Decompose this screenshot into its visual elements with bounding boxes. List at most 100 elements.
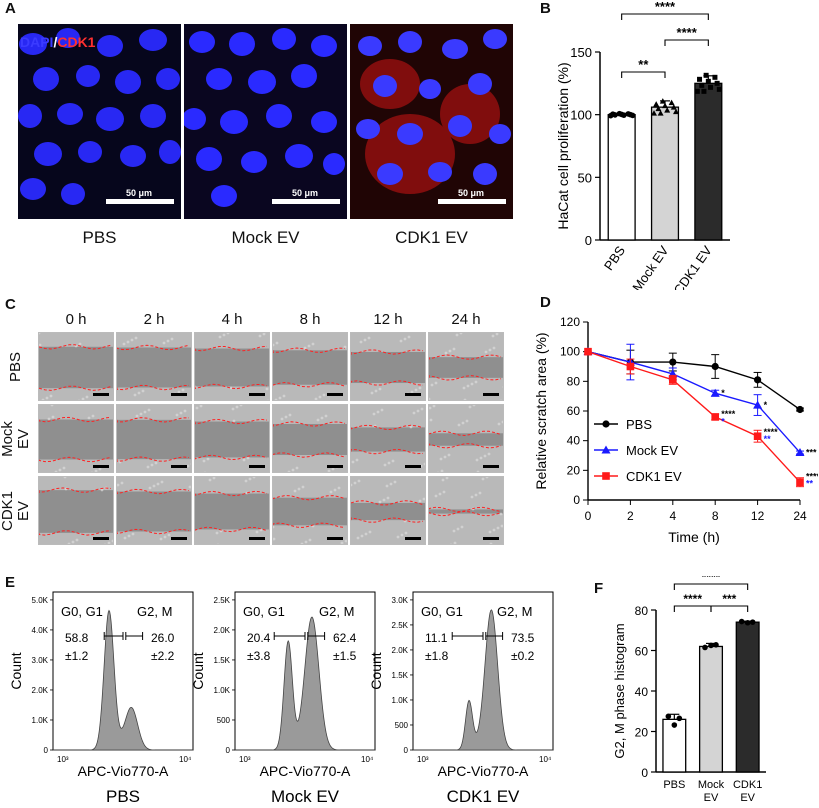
cell-speckle bbox=[147, 408, 151, 412]
cell-speckle bbox=[448, 349, 452, 353]
cell-speckle bbox=[242, 458, 246, 462]
data-point bbox=[744, 619, 751, 626]
wound-edge-bottom bbox=[429, 443, 502, 449]
cell-speckle bbox=[445, 477, 449, 480]
y-tick-label: 40 bbox=[635, 685, 649, 699]
cell-speckle bbox=[316, 418, 320, 422]
scratch-image-drawing bbox=[39, 333, 113, 400]
cell-speckle bbox=[179, 411, 183, 415]
x-tick-label: 8 bbox=[712, 509, 719, 523]
cell-speckle bbox=[499, 512, 503, 516]
cell-speckle bbox=[139, 412, 143, 416]
cell-speckle bbox=[344, 539, 347, 543]
scratch-image bbox=[116, 332, 192, 401]
y-tick-label: 40 bbox=[567, 434, 581, 448]
cell-speckle bbox=[465, 419, 469, 423]
cell-speckle bbox=[273, 537, 276, 541]
cell-speckle bbox=[87, 416, 91, 420]
cell-speckle bbox=[235, 405, 239, 409]
wound-edge-bottom bbox=[117, 528, 190, 535]
data-point bbox=[694, 88, 700, 94]
row-label: CDK1 EV bbox=[0, 490, 32, 531]
data-point bbox=[612, 112, 618, 118]
timepoint-label: 4 h bbox=[221, 311, 243, 328]
y-tick-label: 100 bbox=[570, 108, 592, 123]
cell-speckle bbox=[75, 538, 79, 542]
cell-speckle bbox=[429, 397, 431, 400]
wound-edge-top bbox=[195, 418, 268, 425]
cell-speckle bbox=[382, 498, 386, 502]
cell-speckle bbox=[438, 492, 442, 496]
scratch-image-drawing bbox=[273, 333, 347, 400]
cell-speckle bbox=[258, 334, 262, 338]
cell-speckle bbox=[244, 479, 248, 483]
y-tick-label: 50 bbox=[578, 170, 592, 185]
cell-speckle bbox=[297, 487, 301, 491]
scratch-image-drawing bbox=[429, 477, 503, 544]
scale-label-pbs: 50 μm bbox=[126, 188, 153, 198]
data-point bbox=[713, 642, 719, 648]
cell-speckle bbox=[295, 466, 299, 470]
cell-speckle bbox=[463, 398, 467, 400]
scratch-image-drawing bbox=[117, 333, 191, 400]
cell-speckle bbox=[470, 382, 474, 386]
cell-speckle bbox=[308, 538, 312, 542]
gate-label-right: G2, M bbox=[319, 604, 354, 619]
x-axis-label: APC-Vio770-A bbox=[260, 763, 351, 779]
cell-speckle bbox=[300, 542, 304, 544]
y-axis-label: G2, M phase histogram bbox=[612, 623, 627, 758]
cell-speckle bbox=[452, 529, 456, 533]
cell-speckle bbox=[462, 386, 466, 390]
cell-speckle bbox=[41, 398, 45, 400]
scale-bar bbox=[171, 465, 187, 468]
gate-label-left: G0, G1 bbox=[61, 604, 103, 619]
cell-speckle bbox=[291, 468, 295, 472]
cell-speckle bbox=[85, 395, 89, 399]
cell-speckle bbox=[218, 335, 222, 339]
cell-speckle bbox=[63, 477, 67, 479]
cell-speckle bbox=[484, 350, 488, 354]
cell-speckle bbox=[403, 337, 407, 341]
y-tick-label: 0 bbox=[573, 493, 580, 507]
microscopy-image-mock-ev bbox=[184, 24, 347, 219]
cell-speckle bbox=[432, 405, 436, 408]
scale-bar bbox=[405, 537, 421, 540]
gate-value-left: 11.1 bbox=[425, 631, 448, 645]
cell-speckle bbox=[357, 479, 361, 483]
cell-speckle bbox=[307, 344, 311, 348]
cell-speckle bbox=[412, 411, 416, 415]
histogram-group: 0 500 1.0K 1.5K 2.0K 2.5K Count 10³ 10⁴ APC-Vio77… bbox=[190, 591, 376, 806]
y-tick-label: 20 bbox=[635, 726, 649, 740]
cell-speckle bbox=[423, 462, 425, 466]
y-tick-label: 2.0K bbox=[214, 626, 231, 635]
significance-label: **** bbox=[655, 0, 676, 14]
wound-edge-bottom bbox=[39, 385, 112, 391]
cell-speckle bbox=[81, 397, 85, 400]
gate-sd-left: ±3.8 bbox=[247, 649, 271, 663]
wound-edge-bottom bbox=[351, 517, 424, 523]
timepoint-label: 12 h bbox=[373, 311, 403, 328]
cell-speckle bbox=[134, 336, 138, 340]
data-point bbox=[697, 76, 703, 82]
cell-speckle bbox=[356, 536, 360, 540]
bar bbox=[650, 106, 680, 241]
cell-speckle bbox=[273, 343, 275, 347]
scratch-image-drawing bbox=[195, 405, 269, 472]
cell-speckle bbox=[265, 387, 269, 391]
data-point bbox=[754, 376, 762, 384]
cell-speckle bbox=[181, 388, 185, 392]
significance-bracket bbox=[664, 39, 709, 46]
y-tick-label: 80 bbox=[567, 374, 581, 388]
y-tick-label: 2.0K bbox=[392, 646, 409, 655]
data-point bbox=[749, 619, 756, 625]
cell-speckle bbox=[267, 399, 269, 400]
scratch-image bbox=[194, 332, 270, 401]
scratch-gap bbox=[39, 490, 113, 533]
y-tick-label: 5.0K bbox=[32, 596, 49, 605]
cell-speckle bbox=[167, 533, 171, 537]
cell-speckle bbox=[370, 391, 374, 395]
scale-bar bbox=[327, 537, 343, 540]
cell-speckle bbox=[98, 467, 102, 471]
cell-speckle bbox=[364, 532, 368, 536]
y-tick-label: 0 bbox=[585, 233, 592, 248]
